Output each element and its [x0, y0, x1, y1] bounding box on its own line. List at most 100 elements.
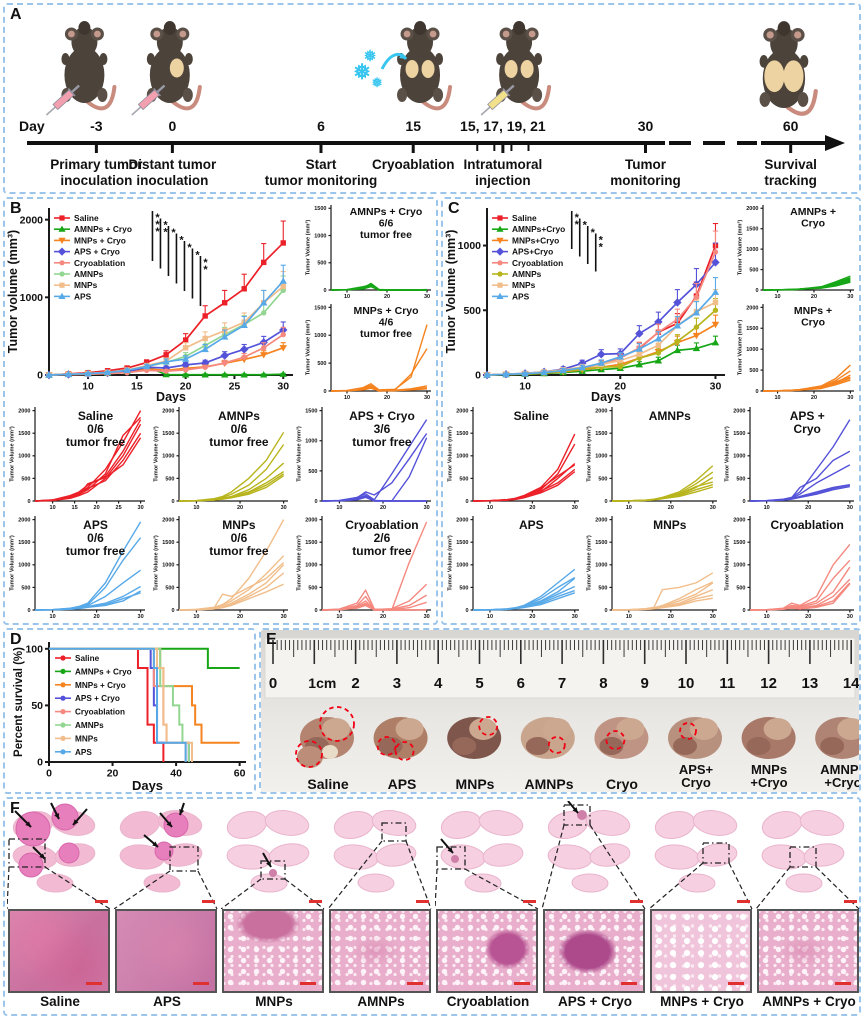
svg-text:Cryo: Cryo — [801, 218, 825, 230]
svg-text:20: 20 — [384, 395, 390, 401]
svg-text:30: 30 — [277, 381, 289, 393]
histology-column: APS — [113, 801, 220, 1015]
svg-text:1cm: 1cm — [308, 675, 336, 691]
chart-d-percent-survival: 0 20 40 60 0 50 100 Percent survival (%) Days Sal… — [11, 634, 254, 793]
svg-text:15, 17, 19, 21: 15, 17, 19, 21 — [460, 118, 546, 134]
svg-text:Saline: Saline — [78, 409, 114, 423]
svg-text:tracking: tracking — [764, 173, 817, 188]
svg-text:Saline: Saline — [514, 409, 550, 423]
svg-text:Start: Start — [306, 157, 337, 172]
svg-text:AMNPs + Cryo: AMNPs + Cryo — [350, 206, 423, 218]
svg-text:1500: 1500 — [456, 540, 468, 546]
svg-text:10: 10 — [336, 614, 342, 620]
svg-text:9: 9 — [641, 675, 649, 692]
svg-text:10: 10 — [487, 614, 493, 620]
svg-text:1000: 1000 — [305, 439, 317, 445]
svg-text:Cryo: Cryo — [801, 317, 825, 329]
svg-text:*: * — [599, 235, 604, 247]
svg-text:2000: 2000 — [456, 409, 468, 415]
svg-text:25: 25 — [229, 381, 241, 393]
histology-inset — [222, 909, 324, 993]
svg-text:injection: injection — [475, 173, 531, 188]
svg-text:60: 60 — [234, 768, 246, 780]
svg-text:Cryoablation: Cryoablation — [372, 157, 455, 172]
chart-b-amnps-cryo-spaghetti: 10 20 30 0 500 1000 1500 Tumor Volume (mm³) AMNP… — [303, 203, 436, 302]
svg-text:500: 500 — [165, 476, 174, 482]
chart-b-amnps-spaghetti: 10 20 30 0 500 1000 1500 2000 Tumor Volume (mm³)… — [151, 405, 293, 513]
svg-text:10: 10 — [193, 614, 199, 620]
svg-text:15: 15 — [131, 381, 143, 393]
svg-text:Tumor Volume (mm³): Tumor Volume (mm³) — [447, 426, 454, 482]
svg-text:0: 0 — [604, 499, 607, 505]
scale-bar — [621, 982, 637, 985]
svg-text:Survival: Survival — [764, 157, 817, 172]
svg-text:2000: 2000 — [162, 518, 174, 524]
svg-text:0: 0 — [465, 608, 468, 614]
svg-text:Percent survival (%): Percent survival (%) — [13, 647, 25, 757]
svg-text:2000: 2000 — [162, 409, 174, 415]
svg-text:Cryoablation: Cryoablation — [75, 708, 125, 717]
svg-text:APS: APS — [74, 291, 92, 301]
svg-text:0: 0 — [475, 370, 481, 382]
svg-text:10: 10 — [50, 614, 56, 620]
svg-text:20: 20 — [107, 768, 119, 780]
svg-text:0: 0 — [46, 768, 52, 780]
svg-text:*: * — [155, 219, 160, 231]
svg-text:20: 20 — [811, 294, 817, 300]
scale-bar — [193, 982, 209, 985]
histology-label: MNPs + Cryo — [660, 994, 744, 1009]
svg-text:100: 100 — [25, 643, 43, 655]
svg-text:1500: 1500 — [314, 305, 326, 311]
specimen-label: MNPs +Cryo — [750, 761, 788, 790]
svg-text:*: * — [179, 235, 184, 247]
svg-text:Primary tumor: Primary tumor — [50, 157, 143, 172]
svg-text:APS+Cryo: APS+Cryo — [512, 247, 553, 257]
svg-text:Cryoablation: Cryoablation — [512, 258, 563, 268]
svg-text:0: 0 — [323, 389, 326, 395]
svg-text:0: 0 — [323, 288, 326, 294]
svg-text:❅: ❅ — [372, 75, 383, 90]
scale-bar — [514, 982, 530, 985]
svg-text:tumor free: tumor free — [360, 328, 412, 340]
panel-f-letter: F — [10, 800, 20, 817]
svg-text:Tumor Volume (mm³): Tumor Volume (mm³) — [9, 426, 16, 482]
svg-text:MNPs: MNPs — [653, 518, 687, 532]
svg-text:*: * — [155, 226, 160, 238]
svg-text:5: 5 — [475, 675, 483, 692]
svg-text:0: 0 — [171, 608, 174, 614]
svg-text:Saline: Saline — [75, 654, 100, 663]
svg-text:30: 30 — [710, 505, 716, 511]
svg-text:30: 30 — [710, 614, 716, 620]
svg-text:1500: 1500 — [595, 540, 607, 546]
svg-text:Tumor Volume (mm³): Tumor Volume (mm³) — [153, 535, 160, 591]
svg-text:30: 30 — [638, 118, 654, 134]
svg-text:2000: 2000 — [18, 409, 30, 415]
lung-section-image — [6, 801, 113, 910]
specimen-label: MNPs — [455, 775, 495, 792]
svg-text:APS: APS — [512, 291, 530, 301]
svg-text:1000: 1000 — [314, 333, 326, 339]
svg-text:*: * — [591, 227, 596, 239]
svg-text:APS: APS — [519, 518, 544, 532]
histology-column: MNPs + Cryo — [648, 801, 755, 1015]
svg-text:20: 20 — [811, 395, 817, 401]
svg-text:0/6: 0/6 — [231, 531, 248, 545]
svg-text:30: 30 — [847, 505, 853, 511]
svg-text:10: 10 — [82, 381, 94, 393]
specimen-label: APS — [387, 775, 417, 792]
svg-text:500: 500 — [459, 585, 468, 591]
chart-c-amnps-cryo-spaghetti: 10 20 30 0 500 1000 1500 2000 Tumor Volume (mm³)… — [735, 203, 859, 302]
chart-b-mnps-spaghetti: 10 20 30 0 500 1000 1500 2000 Tumor Volume (mm³)… — [151, 514, 293, 622]
svg-text:15: 15 — [72, 505, 78, 511]
svg-text:30: 30 — [847, 614, 853, 620]
histology-column: Saline — [6, 801, 113, 1015]
svg-text:500: 500 — [749, 267, 758, 273]
svg-text:50: 50 — [31, 700, 43, 712]
svg-text:Cryoablation: Cryoablation — [74, 258, 125, 268]
svg-text:Cryoablation: Cryoablation — [771, 518, 844, 532]
chart-b-saline-spaghetti: 10 15 20 25 30 0 500 1000 1500 2000 Tumor Volume (… — [7, 405, 150, 513]
svg-text:0: 0 — [168, 118, 176, 134]
svg-text:MNPs + Cryo: MNPs + Cryo — [353, 305, 418, 317]
lung-section-image — [113, 801, 220, 910]
svg-text:2000: 2000 — [456, 518, 468, 524]
